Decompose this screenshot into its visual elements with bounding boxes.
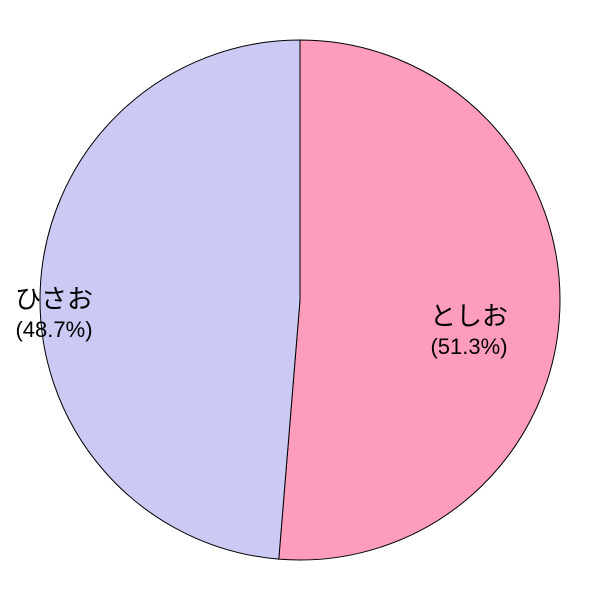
pie-label-pct: (51.3%) bbox=[430, 333, 508, 361]
pie-label-name: ひさお bbox=[15, 283, 93, 316]
pie-label: としお(51.3%) bbox=[430, 300, 508, 360]
pie-chart: としお(51.3%) ひさお(48.7%) bbox=[0, 0, 600, 600]
pie-slice bbox=[279, 40, 560, 560]
pie-label: ひさお(48.7%) bbox=[15, 283, 93, 343]
pie-label-pct: (48.7%) bbox=[15, 316, 93, 344]
pie-label-name: としお bbox=[430, 300, 508, 333]
